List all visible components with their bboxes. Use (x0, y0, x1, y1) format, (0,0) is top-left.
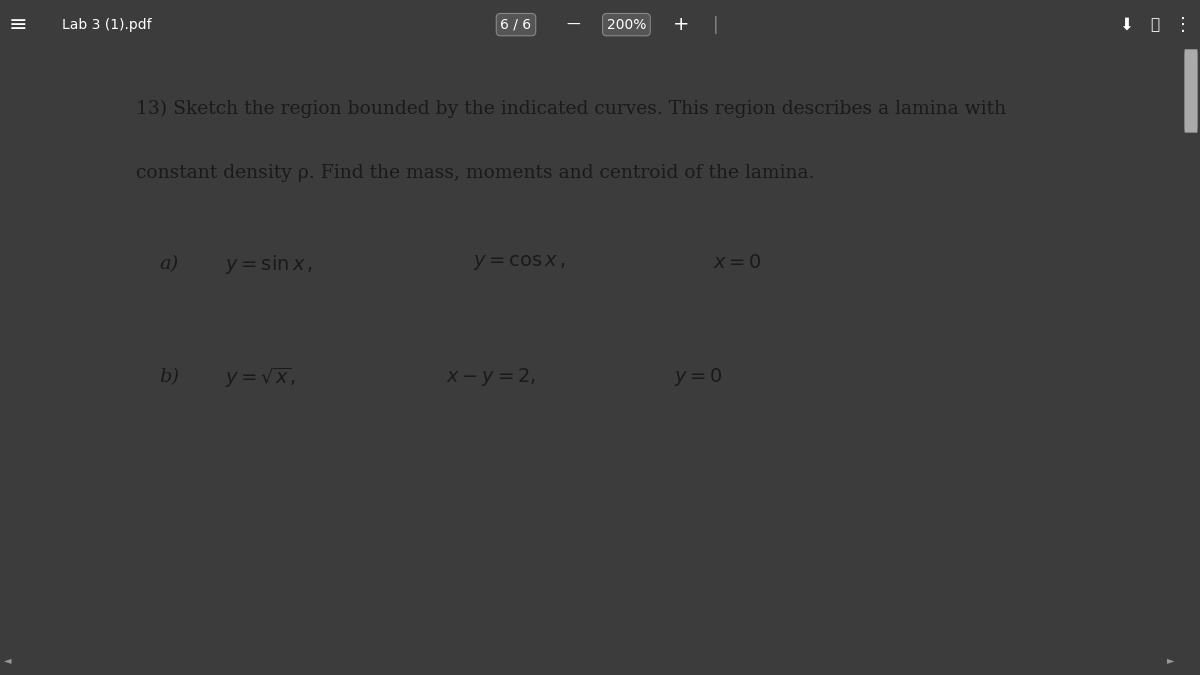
Text: ►: ► (1168, 655, 1175, 665)
Text: ◄: ◄ (4, 655, 11, 665)
FancyBboxPatch shape (1184, 49, 1198, 132)
Text: b): b) (160, 368, 180, 386)
Text: 13) Sketch the region bounded by the indicated curves. This region describes a l: 13) Sketch the region bounded by the ind… (136, 100, 1006, 118)
Text: 🖶: 🖶 (1150, 17, 1159, 32)
Text: ⬇: ⬇ (1118, 16, 1133, 34)
Text: ≡: ≡ (8, 15, 28, 34)
Text: constant density ρ. Find the mass, moments and centroid of the lamina.: constant density ρ. Find the mass, momen… (136, 163, 815, 182)
Text: $y = \cos x\,,$: $y = \cos x\,,$ (473, 253, 565, 272)
Text: +: + (673, 15, 690, 34)
Text: 200%: 200% (607, 18, 646, 32)
Text: $x = 0$: $x = 0$ (713, 253, 762, 272)
Text: |: | (713, 16, 718, 34)
Text: a): a) (160, 254, 179, 273)
Text: $x - y = 2,$: $x - y = 2,$ (445, 366, 535, 388)
Text: ⋮: ⋮ (1175, 16, 1193, 34)
Text: Lab 3 (1).pdf: Lab 3 (1).pdf (62, 18, 152, 32)
Text: 6 / 6: 6 / 6 (500, 18, 532, 32)
Text: $y = \sqrt{x},$: $y = \sqrt{x},$ (224, 366, 295, 390)
Text: $y = \sin x\,,$: $y = \sin x\,,$ (224, 253, 312, 276)
Text: $y = 0$: $y = 0$ (673, 366, 722, 388)
Text: —: — (566, 18, 581, 32)
